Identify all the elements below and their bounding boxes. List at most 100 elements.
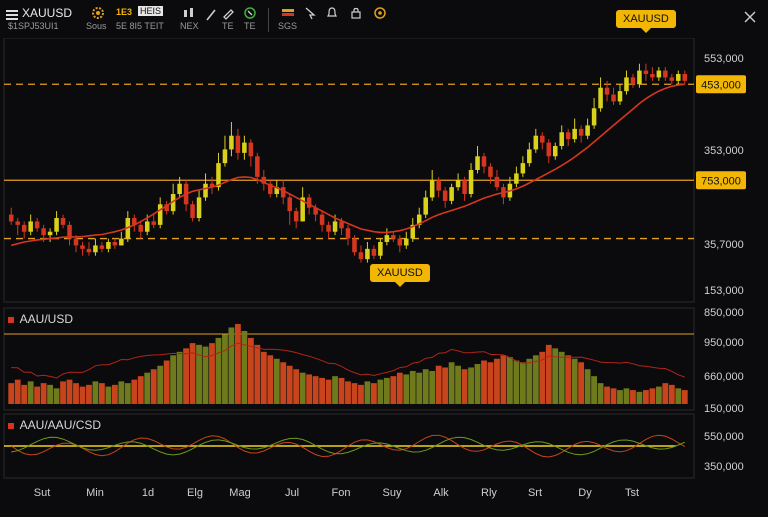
candle-body — [222, 149, 228, 164]
volume-bar — [474, 364, 481, 404]
volume-bar — [370, 383, 377, 404]
candle-body — [488, 166, 493, 177]
alert-button[interactable] — [322, 6, 342, 32]
close-button[interactable] — [740, 6, 760, 32]
slash-icon — [206, 9, 216, 21]
candle-body — [67, 224, 72, 239]
interval-button[interactable]: Sous — [86, 6, 110, 32]
volume-bar — [532, 355, 539, 404]
candle-body — [216, 163, 221, 188]
undo-button[interactable] — [300, 6, 320, 32]
candle-body — [540, 135, 545, 143]
gallery-button[interactable]: SGS — [276, 6, 300, 32]
volume-bar — [34, 386, 41, 404]
hamburger-icon — [6, 10, 18, 12]
candle-body — [293, 211, 299, 222]
candle-body — [585, 125, 590, 136]
indicators-button[interactable]: 1E3 HEIS 5E 8I5 TEIT — [116, 6, 172, 32]
candle-body — [138, 224, 144, 232]
oscillator-axis-label: 350,000 — [704, 461, 744, 473]
toolbar-divider — [268, 8, 269, 32]
candle-body — [280, 187, 286, 198]
volume-bar — [66, 379, 73, 404]
volume-bar — [299, 372, 306, 404]
volume-bar — [183, 348, 190, 404]
volume-bar — [124, 383, 131, 404]
menu-button[interactable] — [4, 6, 20, 32]
candle-body — [462, 180, 467, 194]
candle-body — [656, 70, 662, 78]
pencil-icon — [223, 9, 234, 20]
volume-bar — [60, 381, 66, 404]
volume-bar — [597, 383, 604, 404]
volume-bar — [137, 376, 144, 404]
compare-button[interactable] — [202, 6, 218, 32]
volume-bar — [196, 344, 202, 404]
lock-button[interactable] — [346, 6, 366, 32]
volume-bar — [403, 374, 410, 404]
volume-bar — [668, 384, 675, 404]
candle-body — [533, 135, 539, 150]
candle-body — [47, 231, 53, 236]
price-axis-label: 153,000 — [704, 285, 744, 297]
candle-body — [73, 238, 79, 246]
close-icon — [744, 11, 756, 23]
volume-bar — [21, 384, 28, 404]
volume-bar — [286, 365, 293, 404]
volume-average-line — [11, 342, 685, 379]
volume-bar — [617, 390, 623, 404]
candle-body — [475, 156, 480, 170]
symbol-callout-middle[interactable]: XAUUSD — [370, 264, 430, 287]
time-axis-label: Min — [86, 487, 104, 499]
oscillator-line-1 — [10, 434, 686, 458]
gallery-sub-label: SGS — [278, 21, 298, 31]
volume-bar — [273, 358, 280, 404]
candle-body — [552, 146, 558, 157]
candle-body — [630, 77, 636, 85]
candle-body — [429, 180, 435, 198]
time-axis-label: Alk — [433, 487, 449, 499]
candle-body — [274, 187, 280, 194]
time-axis-label: Tst — [625, 487, 639, 499]
volume-bar — [500, 355, 507, 404]
chart-type-icon — [184, 8, 193, 17]
candle-body — [34, 221, 40, 229]
price-chart-svg: 553,000 353,000 35,7000 153,000 453,000 753,0… — [3, 37, 746, 499]
cursor-sub-label: TE — [244, 21, 256, 31]
candle-body — [598, 87, 603, 109]
candle-body — [559, 132, 564, 146]
candle-body — [268, 183, 273, 194]
volume-bar — [222, 334, 228, 404]
volume-bar — [435, 365, 442, 404]
candle-body — [255, 156, 260, 177]
fx-button[interactable]: NEX — [178, 6, 200, 32]
chart-area[interactable]: 553,000 353,000 35,7000 153,000 453,000 753,0… — [0, 10, 768, 512]
interval-sub-label: Sous — [86, 21, 107, 31]
volume-layer — [4, 324, 694, 404]
drawing-button[interactable]: TE — [218, 6, 238, 32]
oscillator-layer — [4, 434, 686, 458]
candle-body — [177, 183, 182, 194]
volume-panel-title: AAU/USD — [8, 312, 73, 326]
symbol-callout-top[interactable]: XAUUSD — [616, 10, 676, 33]
candle-body — [326, 224, 331, 232]
volume-bar — [591, 376, 598, 404]
candle-body — [157, 204, 163, 225]
volume-panel-frame — [3, 307, 695, 411]
volume-bar — [675, 388, 682, 404]
volume-bar — [662, 383, 669, 404]
candle-body — [144, 221, 150, 232]
symbol-selector[interactable]: XAUUSD $1SPJ53UI1 — [8, 6, 82, 32]
volume-bar — [131, 379, 138, 404]
volume-bar — [429, 370, 436, 404]
volume-bar — [254, 344, 261, 404]
volume-bar — [234, 324, 241, 404]
candle-body — [643, 70, 649, 74]
settings-button[interactable] — [370, 6, 390, 32]
volume-bar — [681, 390, 688, 404]
candle-body — [391, 235, 396, 239]
level-mid-price-tag: 753,000 — [701, 175, 741, 187]
volume-bar — [642, 390, 649, 404]
cursor-button[interactable]: TE — [240, 6, 260, 32]
candle-body — [8, 214, 14, 222]
